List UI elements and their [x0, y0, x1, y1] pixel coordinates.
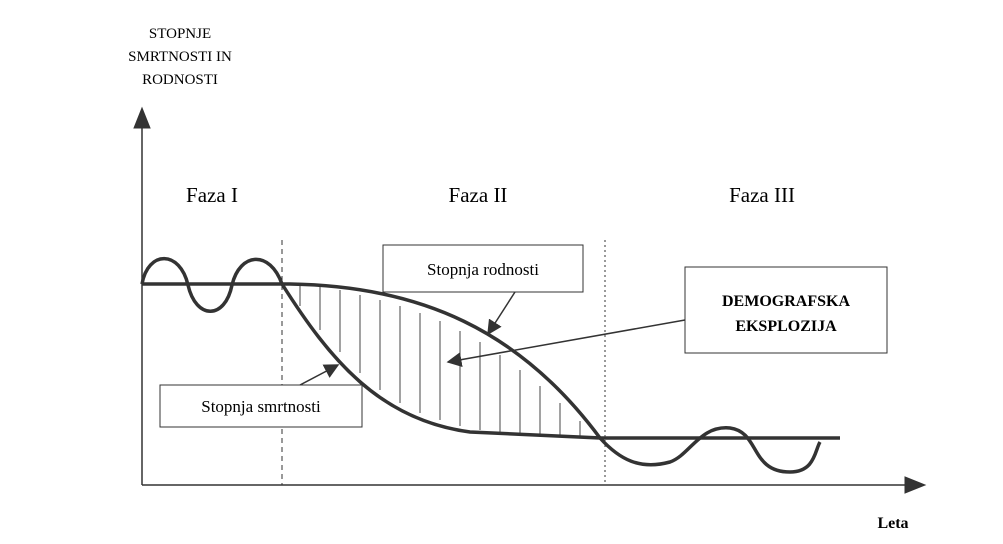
phase-label: Faza III — [729, 183, 795, 207]
y-axis-label: RODNOSTI — [142, 72, 218, 88]
label-box — [684, 266, 888, 354]
x-axis-label: Leta — [877, 515, 908, 532]
label-box — [159, 384, 363, 428]
hatching — [299, 285, 581, 437]
birth-rate-label: Stopnja rodnosti — [427, 260, 539, 279]
label-box — [382, 244, 584, 293]
death-rate-label: Stopnja smrtnosti — [201, 397, 321, 416]
phase-label: Faza I — [186, 183, 238, 207]
explosion-label: DEMOGRAFSKA — [722, 293, 850, 310]
death-rate-curve — [140, 257, 822, 474]
x-arrow — [904, 476, 927, 494]
phase-label: Faza II — [449, 183, 508, 207]
explosion-label: EKSPLOZIJA — [735, 318, 837, 335]
pointers — [299, 291, 686, 386]
y-axis-label: SMRTNOSTI IN — [128, 49, 232, 65]
y-arrow — [133, 106, 151, 129]
birth-rate-curve — [142, 282, 840, 440]
y-axis-label: STOPNJE — [149, 26, 211, 42]
